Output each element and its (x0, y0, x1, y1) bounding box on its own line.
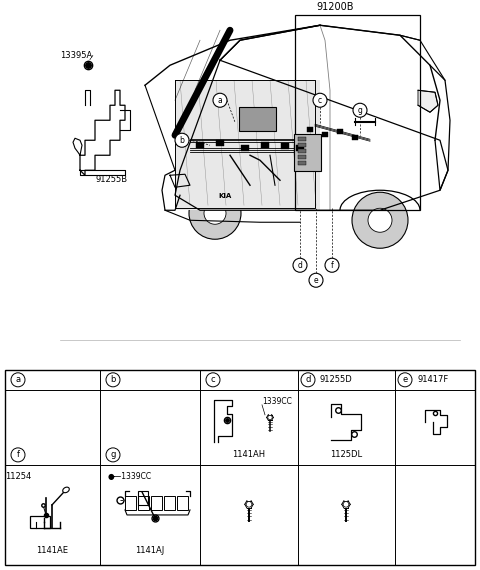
Bar (138, 496, 149, 510)
Circle shape (343, 502, 349, 507)
Circle shape (398, 373, 412, 387)
Text: c: c (318, 96, 322, 105)
Text: f: f (16, 450, 20, 459)
Ellipse shape (63, 487, 69, 492)
Circle shape (106, 373, 120, 387)
Text: ●—1339CC: ●—1339CC (108, 472, 152, 481)
Text: 91200B: 91200B (316, 2, 354, 12)
Bar (125, 496, 136, 510)
Bar (298, 149, 306, 153)
Circle shape (213, 93, 227, 107)
Bar (296, 145, 304, 151)
Bar (30, 516, 50, 528)
Text: KIA: KIA (218, 193, 232, 200)
Bar (307, 127, 313, 132)
Text: e: e (402, 375, 408, 384)
Text: b: b (180, 136, 184, 145)
Text: d: d (305, 375, 311, 384)
Text: c: c (211, 375, 216, 384)
Circle shape (189, 188, 241, 239)
Text: 1141AH: 1141AH (232, 450, 265, 459)
Bar (281, 143, 289, 149)
Text: b: b (110, 375, 116, 384)
FancyBboxPatch shape (239, 107, 276, 131)
Circle shape (11, 448, 25, 462)
Bar (298, 143, 306, 147)
Circle shape (204, 202, 226, 224)
Bar (138, 491, 148, 505)
Bar (337, 129, 343, 135)
Circle shape (368, 208, 392, 232)
Circle shape (325, 258, 339, 272)
Text: 91255B: 91255B (95, 175, 127, 184)
Bar (177, 496, 188, 510)
Bar (216, 140, 224, 146)
Circle shape (268, 416, 272, 420)
Bar (298, 155, 306, 159)
Bar (164, 496, 175, 510)
Polygon shape (418, 90, 438, 112)
Text: 91417F: 91417F (417, 375, 448, 384)
Bar (298, 137, 306, 141)
Text: g: g (110, 450, 116, 459)
Bar (261, 142, 269, 148)
Text: 1125DL: 1125DL (330, 450, 362, 459)
Bar (241, 145, 249, 151)
Bar (196, 142, 204, 148)
Circle shape (11, 373, 25, 387)
Circle shape (353, 103, 367, 117)
Circle shape (175, 133, 189, 147)
Circle shape (106, 448, 120, 462)
Text: 1141AJ: 1141AJ (135, 546, 165, 555)
Bar (352, 135, 358, 140)
Text: e: e (314, 276, 318, 285)
Text: 13395A: 13395A (60, 51, 92, 60)
Circle shape (246, 502, 252, 507)
Bar (151, 496, 162, 510)
Bar (298, 161, 306, 165)
Circle shape (206, 373, 220, 387)
Circle shape (309, 273, 323, 287)
Text: 1141AE: 1141AE (36, 546, 68, 555)
Text: d: d (298, 260, 302, 270)
Text: 1339CC: 1339CC (262, 397, 292, 406)
FancyBboxPatch shape (175, 80, 320, 210)
Text: a: a (15, 375, 21, 384)
Circle shape (313, 93, 327, 107)
Text: 91255D: 91255D (320, 375, 353, 384)
Circle shape (301, 373, 315, 387)
Circle shape (293, 258, 307, 272)
Text: 11254: 11254 (5, 472, 31, 481)
Circle shape (352, 192, 408, 249)
Bar (322, 132, 328, 137)
Text: a: a (217, 96, 222, 105)
Text: f: f (331, 260, 334, 270)
Bar (295, 15, 420, 210)
FancyBboxPatch shape (294, 135, 321, 171)
Text: g: g (358, 106, 362, 115)
